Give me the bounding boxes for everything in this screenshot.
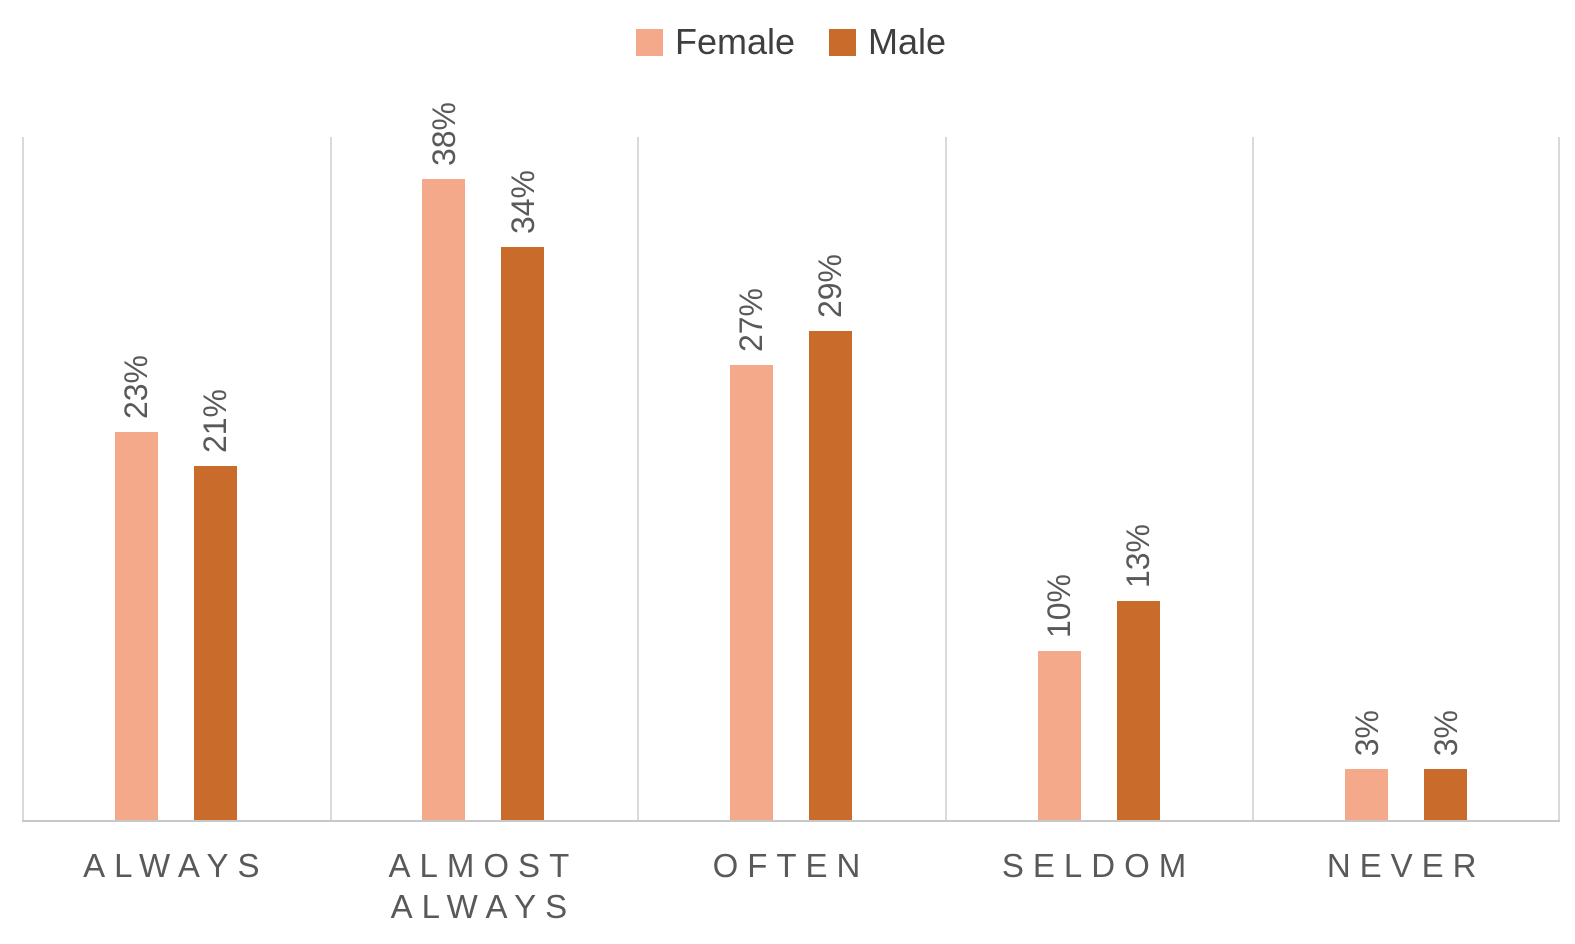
legend-item-male: Male xyxy=(829,24,946,60)
bar-male-often xyxy=(808,330,852,820)
data-label: 10% xyxy=(1041,574,1078,639)
bar-female-seldom xyxy=(1037,651,1081,820)
x-label-seldom: SELDOM xyxy=(1001,847,1196,884)
bar-male-almost-always xyxy=(501,246,545,820)
bar-group-male: 21% xyxy=(193,137,237,820)
bar-female-never xyxy=(1345,769,1389,820)
data-label: 21% xyxy=(197,388,234,453)
bar-male-always xyxy=(193,465,237,820)
x-axis-labels: ALWAYS ALMOST ALWAYS OFTEN SELDOM NEVER xyxy=(22,845,1560,928)
legend-swatch-female xyxy=(635,28,663,56)
bar-group-male: 13% xyxy=(1116,137,1160,820)
gridline xyxy=(944,137,947,820)
x-label-never: NEVER xyxy=(1326,847,1486,884)
x-label-often: OFTEN xyxy=(712,847,870,884)
data-label: 23% xyxy=(118,355,155,420)
bar-male-never xyxy=(1424,769,1468,820)
bar-group-male: 3% xyxy=(1424,137,1468,820)
bar-group-female: 23% xyxy=(114,137,158,820)
data-label: 3% xyxy=(1427,710,1464,757)
panel-always: 23% 21% xyxy=(22,137,330,820)
bar-group-female: 27% xyxy=(729,137,773,820)
legend-swatch-male xyxy=(829,28,856,56)
gridline xyxy=(1558,137,1560,820)
data-label: 27% xyxy=(733,287,770,352)
data-label: 38% xyxy=(425,102,462,167)
bar-group-male: 29% xyxy=(808,137,852,820)
gridline xyxy=(637,137,640,820)
data-label: 34% xyxy=(504,169,541,234)
x-label-always: ALWAYS xyxy=(83,847,269,884)
bar-group-female: 10% xyxy=(1037,137,1081,820)
panel-often: 27% 29% xyxy=(637,137,945,820)
bar-female-almost-always xyxy=(422,179,466,820)
plot-area: 23% 21% 38% 34% 27% 29% 10% 13% 3% 3% xyxy=(22,102,1560,822)
gridline xyxy=(329,137,332,820)
data-label: 3% xyxy=(1348,710,1385,757)
bar-female-always xyxy=(114,432,158,820)
data-label: 29% xyxy=(812,253,849,318)
x-label-almost-always: ALMOST ALWAYS xyxy=(388,847,579,926)
bar-group-male: 34% xyxy=(501,137,545,820)
bar-group-female: 3% xyxy=(1345,137,1389,820)
bar-group-female: 38% xyxy=(422,102,466,820)
bar-female-often xyxy=(729,364,773,820)
data-label: 13% xyxy=(1120,523,1157,588)
legend-label-female: Female xyxy=(674,21,795,62)
gridline xyxy=(22,137,24,820)
panel-almost-always: 38% 34% xyxy=(330,102,638,820)
legend-item-female: Female xyxy=(635,21,795,62)
panel-never: 3% 3% xyxy=(1252,137,1560,820)
legend: Female Male xyxy=(22,24,1560,60)
bar-male-seldom xyxy=(1116,600,1160,820)
panel-seldom: 10% 13% xyxy=(945,137,1253,820)
legend-label-male: Male xyxy=(868,21,947,62)
gridline xyxy=(1252,137,1255,820)
category-panels: 23% 21% 38% 34% 27% 29% 10% 13% 3% 3% xyxy=(22,102,1560,820)
